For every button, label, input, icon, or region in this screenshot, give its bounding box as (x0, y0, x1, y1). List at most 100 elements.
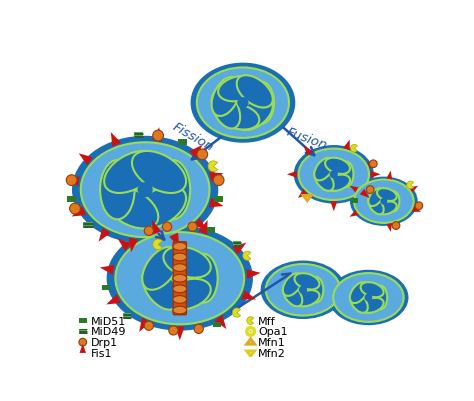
Circle shape (66, 175, 77, 186)
Polygon shape (214, 315, 227, 329)
Ellipse shape (107, 226, 253, 331)
Polygon shape (247, 317, 254, 325)
Ellipse shape (164, 247, 211, 278)
Polygon shape (410, 186, 418, 193)
Polygon shape (349, 186, 358, 193)
Ellipse shape (237, 99, 273, 131)
Polygon shape (79, 154, 93, 166)
Ellipse shape (388, 192, 400, 212)
Polygon shape (134, 132, 143, 139)
Text: MiD49: MiD49 (91, 326, 126, 336)
Text: Fission: Fission (170, 119, 216, 153)
Ellipse shape (299, 286, 307, 294)
Polygon shape (80, 344, 86, 353)
Ellipse shape (368, 197, 383, 215)
Ellipse shape (142, 267, 179, 310)
Circle shape (163, 223, 172, 232)
Ellipse shape (218, 105, 259, 130)
Ellipse shape (115, 233, 244, 324)
Polygon shape (67, 196, 76, 203)
Polygon shape (79, 329, 87, 334)
Ellipse shape (132, 152, 186, 194)
Ellipse shape (350, 283, 368, 303)
Polygon shape (349, 211, 358, 217)
Ellipse shape (104, 187, 158, 229)
Polygon shape (102, 285, 110, 290)
Ellipse shape (212, 78, 240, 117)
Ellipse shape (381, 198, 387, 205)
Ellipse shape (261, 261, 346, 319)
Polygon shape (72, 207, 86, 217)
Circle shape (415, 203, 423, 210)
Ellipse shape (350, 177, 418, 226)
Polygon shape (152, 128, 162, 142)
Polygon shape (169, 233, 180, 247)
Polygon shape (351, 145, 357, 153)
Polygon shape (139, 318, 150, 332)
Circle shape (153, 131, 164, 142)
Ellipse shape (325, 158, 350, 174)
Text: Mfn1: Mfn1 (258, 337, 286, 347)
Polygon shape (153, 239, 163, 250)
Polygon shape (386, 223, 392, 232)
Polygon shape (412, 207, 421, 213)
Ellipse shape (361, 282, 383, 298)
Text: Fusion: Fusion (285, 126, 329, 152)
Ellipse shape (309, 277, 323, 303)
Polygon shape (111, 133, 121, 148)
Polygon shape (241, 290, 256, 300)
Ellipse shape (377, 188, 397, 201)
Ellipse shape (137, 183, 153, 198)
Circle shape (249, 330, 252, 333)
Polygon shape (118, 239, 131, 251)
Ellipse shape (173, 275, 187, 282)
Ellipse shape (338, 162, 354, 188)
Polygon shape (193, 218, 207, 231)
Ellipse shape (142, 247, 179, 290)
Polygon shape (371, 171, 381, 178)
Ellipse shape (328, 270, 409, 325)
Polygon shape (189, 146, 202, 159)
Ellipse shape (250, 83, 274, 124)
Ellipse shape (237, 98, 248, 109)
Ellipse shape (155, 161, 190, 220)
Polygon shape (198, 221, 208, 235)
Ellipse shape (237, 76, 273, 108)
Polygon shape (175, 326, 185, 340)
Circle shape (79, 338, 87, 346)
Polygon shape (232, 243, 246, 255)
Polygon shape (214, 196, 223, 203)
Circle shape (144, 321, 154, 330)
Text: Opa1: Opa1 (258, 326, 288, 336)
Text: MiD51: MiD51 (91, 316, 126, 326)
Ellipse shape (377, 202, 397, 215)
Ellipse shape (104, 152, 158, 194)
Polygon shape (178, 140, 187, 146)
Ellipse shape (333, 273, 404, 322)
Ellipse shape (197, 68, 289, 139)
Ellipse shape (283, 273, 302, 296)
Circle shape (188, 223, 197, 232)
Text: Drp1: Drp1 (91, 337, 118, 347)
Polygon shape (209, 198, 224, 208)
Polygon shape (351, 198, 358, 204)
Ellipse shape (294, 290, 319, 307)
Polygon shape (65, 177, 80, 186)
Ellipse shape (173, 285, 187, 293)
Text: Fis1: Fis1 (91, 348, 112, 358)
Ellipse shape (191, 63, 295, 144)
Circle shape (366, 186, 374, 194)
Ellipse shape (283, 284, 302, 306)
Polygon shape (407, 182, 413, 189)
Polygon shape (209, 173, 224, 182)
Polygon shape (246, 269, 261, 279)
Text: Mfn2: Mfn2 (258, 348, 286, 358)
Polygon shape (367, 162, 378, 169)
Ellipse shape (173, 271, 187, 286)
Ellipse shape (314, 158, 334, 181)
Circle shape (369, 160, 377, 168)
Ellipse shape (189, 254, 218, 303)
Polygon shape (360, 189, 370, 198)
Polygon shape (233, 242, 241, 247)
Polygon shape (304, 147, 313, 156)
